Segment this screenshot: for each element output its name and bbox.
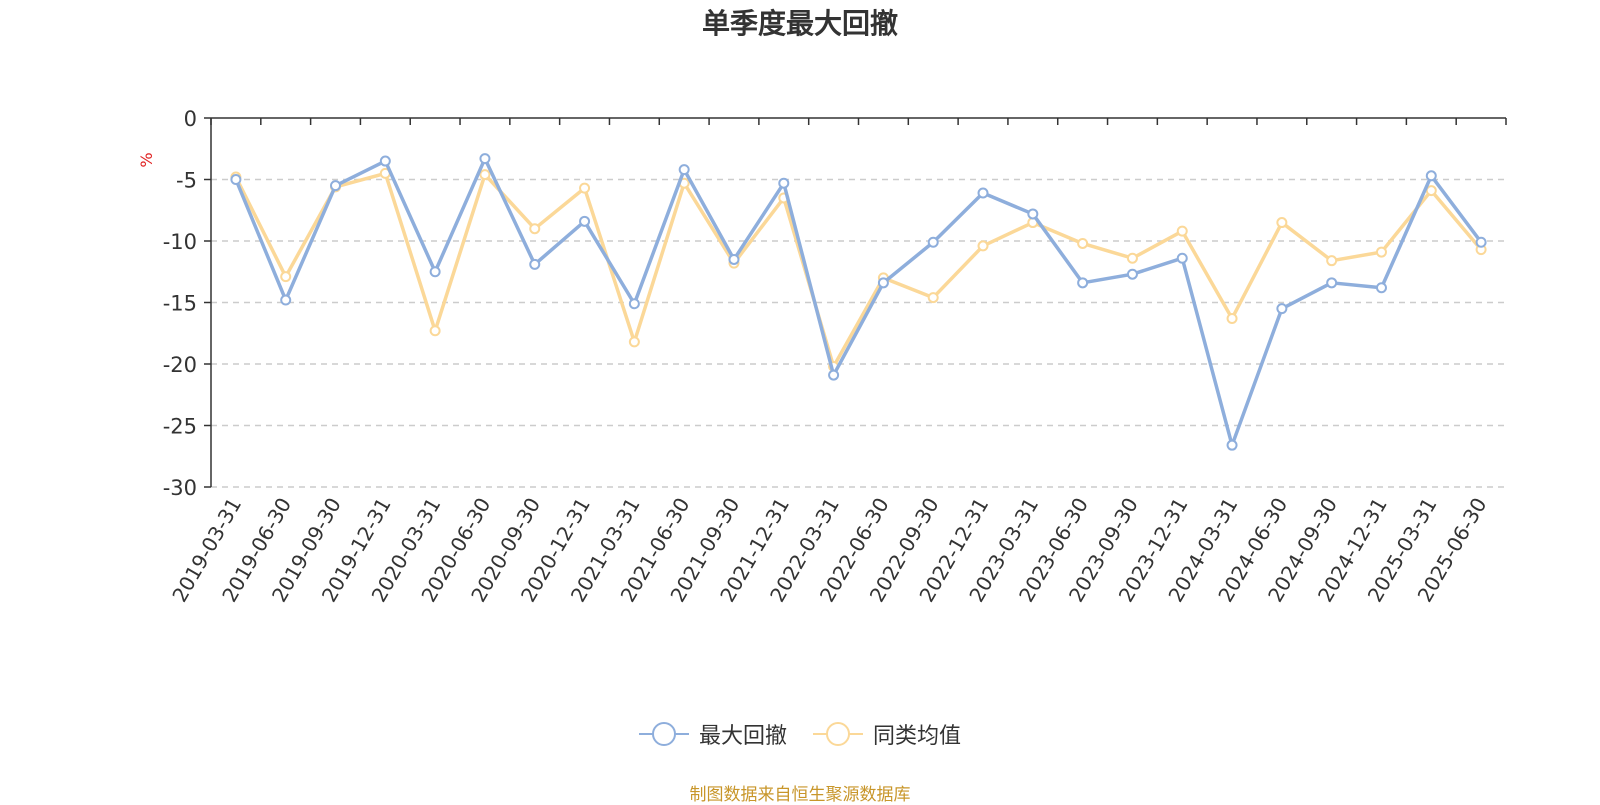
data-point [1077, 277, 1089, 289]
data-point [1326, 277, 1338, 289]
data-point [1077, 237, 1089, 249]
data-point [1326, 255, 1338, 267]
data-point [927, 292, 939, 304]
data-point [977, 187, 989, 199]
data-point [1126, 252, 1138, 264]
legend-label: 最大回撤 [698, 724, 787, 749]
data-point [479, 153, 491, 165]
y-tick-label: -15 [163, 292, 197, 316]
data-point [877, 277, 889, 289]
legend-item-peer-average[interactable]: 同类均值 [813, 718, 961, 750]
data-point [1375, 246, 1387, 258]
data-point [1027, 208, 1039, 220]
y-tick-label: -30 [163, 476, 197, 500]
y-tick-label: -20 [163, 353, 197, 377]
data-point [1226, 312, 1238, 324]
y-tick-label: -10 [163, 230, 197, 254]
data-point [728, 253, 740, 265]
legend-marker-icon [813, 722, 863, 746]
chart-plot: % 0 -5 -10 -15 -20 -25 -30 2019-03-312019-06-3… [137, 107, 1507, 607]
data-point [579, 215, 591, 227]
data-point [628, 298, 640, 310]
x-tick-labels: 2019-03-312019-06-302019-09-302019-12-31… [167, 494, 1491, 607]
data-point [1475, 236, 1487, 248]
data-point [529, 223, 541, 235]
y-tick-labels: 0 -5 -10 -15 -20 -25 -30 [163, 107, 197, 500]
data-point [280, 271, 292, 283]
chart-title: 单季度最大回撤 [701, 7, 898, 40]
data-point [429, 325, 441, 337]
grid-lines [211, 178, 1506, 488]
data-point [429, 266, 441, 278]
data-point [330, 180, 342, 192]
data-point [828, 369, 840, 381]
data-point [678, 164, 690, 176]
data-point [927, 236, 939, 248]
data-point [479, 169, 491, 181]
data-point [1276, 217, 1288, 229]
series-1 [230, 167, 1487, 372]
data-point [1226, 439, 1238, 451]
data-point [1425, 170, 1437, 182]
data-point [1425, 185, 1437, 197]
y-tick-label: -5 [176, 169, 197, 193]
series-0 [230, 153, 1487, 451]
data-point [1276, 303, 1288, 315]
data-point [280, 294, 292, 306]
data-point [230, 174, 242, 185]
data-point [529, 258, 541, 270]
series-line [234, 156, 1483, 447]
data-point [1375, 282, 1387, 294]
legend: 最大回撤 同类均值 [0, 718, 1600, 750]
y-tick-label: 0 [184, 107, 197, 131]
legend-marker-icon [638, 722, 689, 746]
series-lines [230, 153, 1487, 451]
data-point [628, 336, 640, 348]
legend-label: 同类均值 [873, 724, 962, 749]
data-point [579, 182, 591, 194]
data-point [778, 177, 790, 189]
legend-item-max-drawdown[interactable]: 最大回撤 [638, 718, 787, 750]
data-point [1176, 252, 1188, 264]
source-note: 制图数据来自恒生聚源数据库 [689, 785, 911, 805]
data-point [977, 240, 989, 252]
data-point [1176, 225, 1188, 237]
data-point [1126, 268, 1138, 280]
series-line [234, 171, 1483, 369]
axes [204, 117, 1507, 488]
y-tick-label: -25 [163, 415, 197, 439]
data-point [379, 155, 391, 167]
y-axis-unit-label: % [137, 152, 156, 167]
